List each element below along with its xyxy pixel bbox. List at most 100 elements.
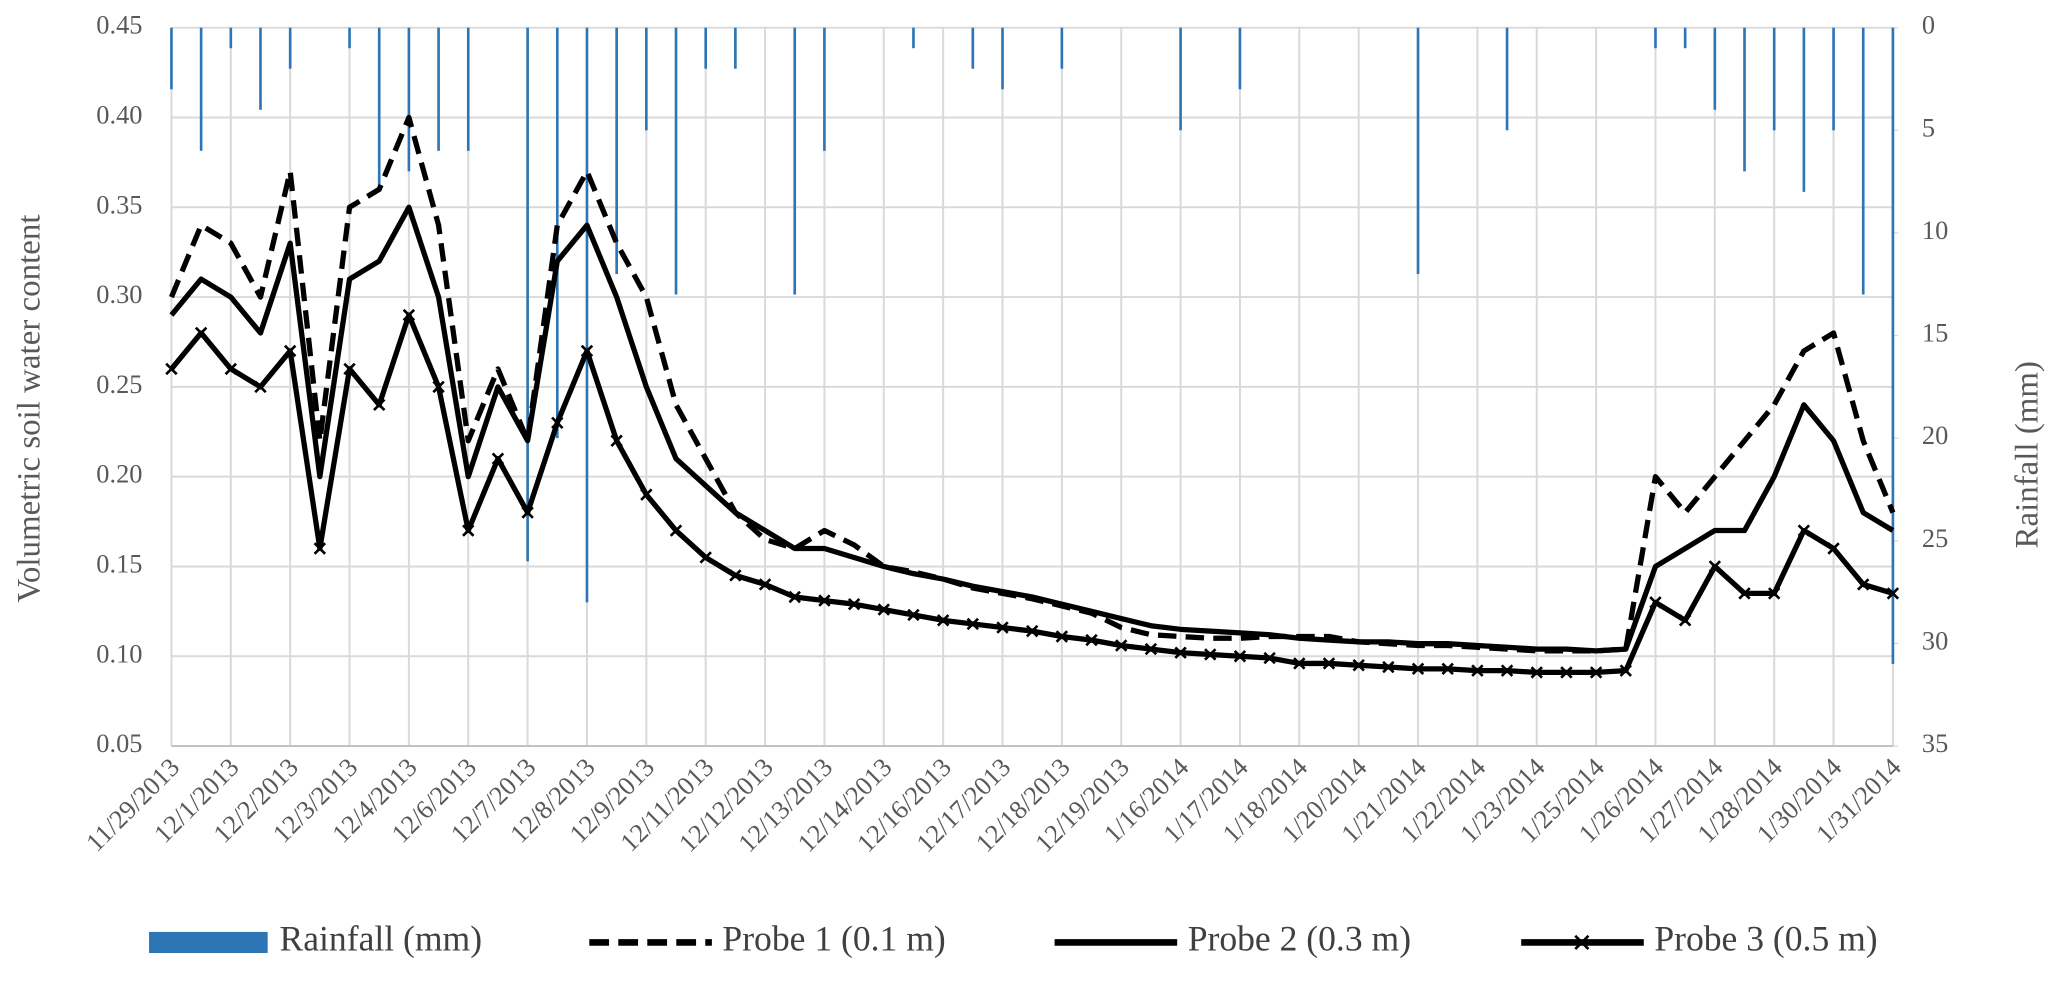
y2-tick-label: 10 [1922,216,1948,245]
rainfall-bar [1861,27,1865,295]
x-marker [1085,633,1098,647]
x-marker [1411,662,1425,676]
x-marker [1204,648,1217,661]
x-marker [758,578,772,591]
y-tick-label: 0.20 [96,460,142,489]
rainfall-bar [526,27,529,562]
x-marker [729,569,742,582]
x-marker [1857,578,1870,591]
x-marker [343,362,356,376]
x-marker [966,617,980,631]
x-marker [1174,646,1187,659]
x-marker [996,621,1009,634]
y2-axis-title: Rainfall (mm) [2010,361,2046,549]
x-marker [313,542,327,555]
y-tick-label: 0.45 [96,11,142,40]
rainfall-bar [1505,27,1509,131]
rainfall-bar [1238,27,1242,90]
rainfall-bar [348,27,351,49]
series-line [169,204,1895,654]
legend-label: Probe 2 (0.3 m) [1188,919,1411,959]
rainfall-bar [259,27,262,110]
x-marker [521,506,534,519]
rainfall-bar [734,27,737,69]
rainfall-bar [377,27,381,192]
rainfall-bar [1179,27,1182,131]
x-marker [1441,662,1454,676]
y-axis-title: Volumetric soil water content [11,215,47,603]
x-marker [432,380,445,394]
rainfall-bar [1772,27,1776,131]
x-marker [491,452,505,465]
y-tick-label: 0.35 [96,190,142,219]
x-marker [1797,524,1811,537]
x-marker [1589,666,1603,679]
x-marker [1560,666,1573,679]
x-marker [1263,651,1276,665]
rainfall-bar [1802,27,1806,192]
rainfall-bar [288,27,292,69]
rainfall-bar [199,27,203,151]
x-marker [1382,660,1395,674]
y2-tick-label: 35 [1922,729,1948,758]
rainfall-bar [645,27,648,131]
x-marker [402,308,416,322]
x-marker [1471,664,1484,677]
x-marker [551,416,564,429]
y-tick-label: 0.40 [96,101,142,130]
x-marker [1144,642,1158,656]
x-marker [462,524,475,537]
rainfall-bar [674,27,678,295]
rainfall-bar [823,27,826,151]
x-marker [254,380,267,394]
x-marker [1678,614,1692,627]
x-marker [1738,587,1751,600]
y2-tick-label: 30 [1922,626,1948,655]
x-marker [283,344,297,358]
x-marker [610,434,623,447]
y-tick-label: 0.15 [96,550,142,579]
x-marker [847,597,861,611]
legend-label: Probe 1 (0.1 m) [722,919,945,959]
x-marker [1827,542,1840,555]
x-marker [1025,624,1039,638]
x-marker [1233,650,1247,663]
legend-marker [1574,934,1590,950]
y-tick-label: 0.05 [96,729,142,758]
rainfall-bar [1416,27,1420,274]
legend-label: Rainfall (mm) [280,919,483,959]
x-marker [640,488,653,501]
rainfall-bar [1832,27,1835,131]
rainfall-bar [1060,27,1064,69]
rainfall-bar [407,27,411,172]
rainfall-bar [1654,27,1657,49]
x-marker [1500,664,1514,677]
y-tick-label: 0.10 [96,639,142,668]
series-line [169,114,1896,654]
rainfall-bar [466,27,470,151]
rainfall-bar [615,27,618,274]
rainfall-bar [971,27,975,69]
rainfall-bar [912,27,915,49]
x-marker [818,594,831,607]
rainfall-bar [229,27,233,49]
x-marker [373,398,386,412]
y-tick-label: 0.25 [96,370,142,399]
x-marker [1767,587,1781,600]
x-marker [194,326,208,340]
rainfall-bar [1743,27,1746,172]
x-marker [1293,657,1306,670]
rainfall-bar [585,27,589,603]
legend-swatch [149,931,268,954]
x-marker [1619,664,1632,677]
rainfall-bar [793,27,797,295]
x-marker [1530,666,1543,679]
x-marker [165,362,178,376]
rainfall-bar [437,27,440,151]
x-marker [1708,560,1722,573]
rainfall-bar [170,27,173,90]
y2-tick-label: 15 [1922,319,1948,348]
rainfall-bar [1683,27,1687,49]
